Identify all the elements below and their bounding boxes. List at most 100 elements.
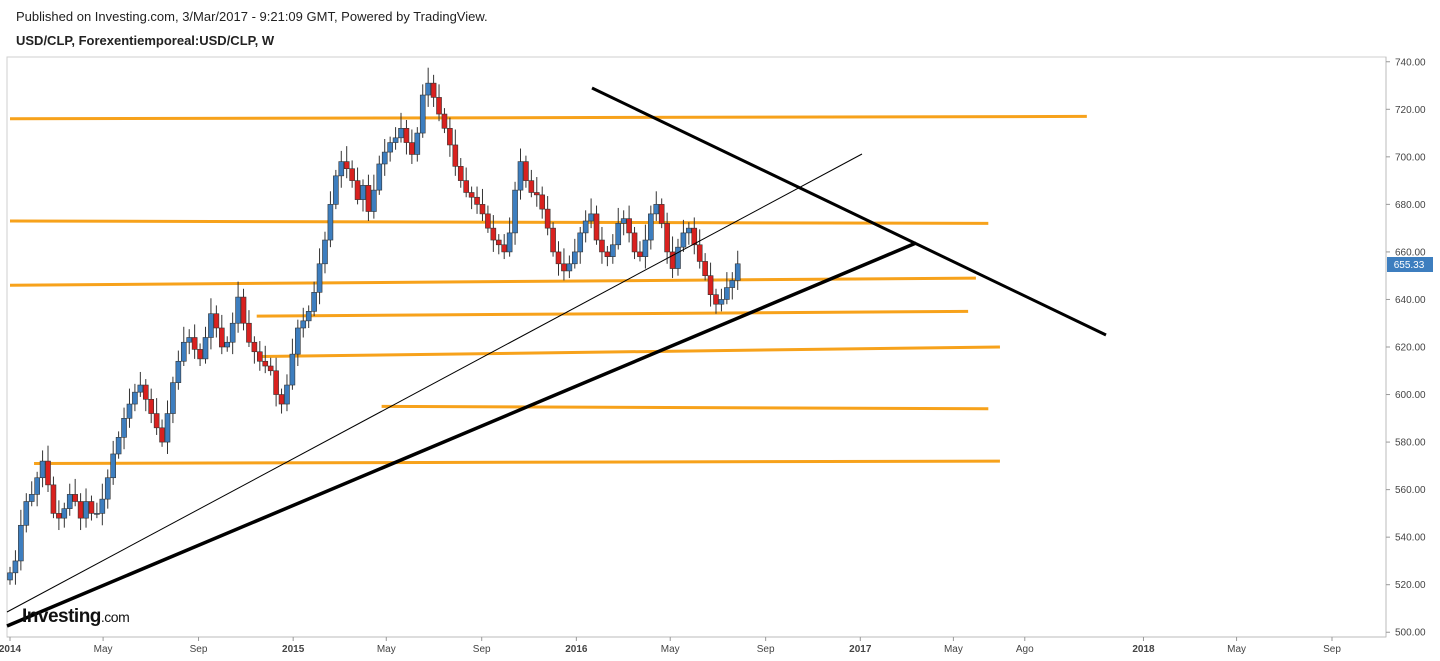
candle-down [468,192,475,198]
price-tick-label: 600.00 [1395,390,1426,401]
price-tick-label: 560.00 [1395,485,1426,496]
candle-up [653,204,660,215]
candle-down [593,213,600,241]
candle-up [202,337,209,360]
candle-up [648,213,654,241]
candle-up [94,513,100,515]
candle-up [414,132,421,155]
price-tick-label: 680.00 [1395,200,1426,211]
level-line [34,459,1000,465]
candle-down [626,218,632,234]
candle-up [23,501,30,526]
candle-down [213,313,220,329]
price-tick-label: 660.00 [1395,247,1426,258]
candle-up [675,246,681,269]
candle-up [371,189,377,212]
candle-up [517,161,524,191]
candle-up [680,232,687,248]
time-tick-label: 2018 [1132,644,1155,655]
candle-down [555,251,562,265]
candle-up [126,403,133,419]
candle-up [729,280,736,288]
candle-down [604,251,611,257]
candle-down [463,180,469,193]
candle-down [343,161,350,170]
price-tick-label: 740.00 [1395,57,1426,68]
price-tick-label: 700.00 [1395,152,1426,163]
price-tick-label: 520.00 [1395,580,1426,591]
logo-suffix: .com [100,609,130,625]
candle-up [66,494,73,509]
time-tick-label: 2017 [849,644,872,655]
trendlines [6,86,1107,628]
candle-up [381,151,388,165]
candle-up [115,437,122,455]
price-tick-label: 540.00 [1395,533,1426,544]
candle-up [34,477,40,495]
candle-down [257,351,263,362]
candle-up [327,204,334,241]
time-tick-label: Sep [190,644,208,655]
candle-down [658,204,665,224]
candle-down [88,501,95,514]
time-tick-label: May [1227,644,1246,655]
candle-up [137,384,144,393]
candle-up [61,508,68,519]
candle-up [718,299,725,305]
level-line [9,114,1087,121]
symbol-title: USD/CLP, Forexentiemporeal:USD/CLP, W [16,33,275,48]
candle-down [240,296,247,324]
candle-down [561,263,567,272]
candle-up [322,239,328,265]
candle-down [713,294,719,305]
candle-up [180,341,187,362]
candle-up [571,251,578,265]
candle-down [544,208,551,229]
candle-up [186,337,193,343]
candle-down [403,128,410,143]
candle-down [523,161,529,181]
candle-down [637,251,643,257]
time-tick-label: May [94,644,113,655]
candle-up [311,292,317,312]
candle-down [354,180,361,200]
candle-up [300,320,307,329]
time-tick-label: 2015 [282,644,305,655]
candle-down [691,227,698,246]
candle-up [39,460,46,479]
candle-up [175,360,182,383]
candles [7,67,741,585]
candle-up [170,382,176,414]
candle-down [479,204,486,215]
time-tick-label: Sep [473,644,491,655]
candle-up [642,239,649,257]
candle-down [550,227,556,253]
candle-up [295,327,301,355]
candle-up [208,313,214,338]
trendline-thin-support [6,153,863,613]
candle-up [99,498,106,514]
candle-down [495,239,502,246]
candle-down [251,341,258,353]
candle-down [430,82,437,98]
candle-up [338,161,345,177]
candle-down [197,349,203,360]
candle-up [83,501,89,519]
level-line [256,309,969,318]
candle-up [360,185,366,200]
candle-down [474,196,480,205]
candle-down [631,232,638,253]
time-tick-label: May [944,644,963,655]
candle-up [512,189,518,234]
candle-up [615,223,622,246]
time-tick-label: 2014 [0,644,22,655]
candle-down [457,166,464,181]
investing-logo: Investing.com [22,606,130,628]
candle-down [153,413,160,429]
candle-down [218,327,225,348]
candle-down [349,168,355,181]
candle-down [50,484,57,514]
trendline-main-support [6,241,917,628]
price-tick-label: 500.00 [1395,628,1426,639]
